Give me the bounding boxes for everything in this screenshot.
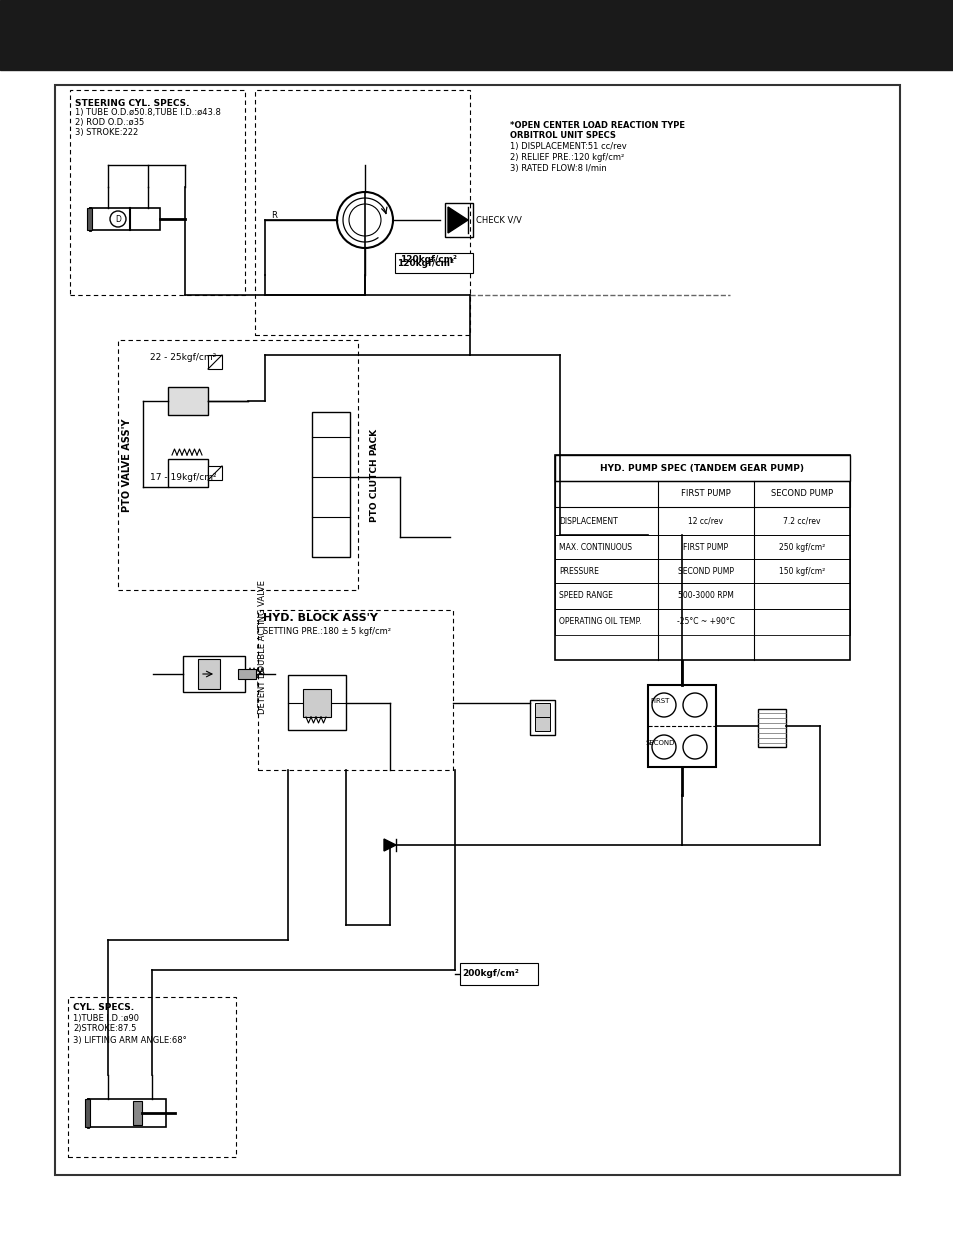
Text: R: R bbox=[271, 211, 276, 221]
Text: -25°C ~ +90°C: -25°C ~ +90°C bbox=[677, 618, 734, 626]
Text: SPEED RANGE: SPEED RANGE bbox=[558, 592, 612, 600]
Text: 120kgf/cm²: 120kgf/cm² bbox=[399, 256, 456, 264]
Bar bbox=[85, 1099, 90, 1128]
Text: OPERATING OIL TEMP.: OPERATING OIL TEMP. bbox=[558, 618, 640, 626]
Text: STEERING CYL. SPECS.: STEERING CYL. SPECS. bbox=[75, 99, 190, 107]
Text: 500-3000 RPM: 500-3000 RPM bbox=[678, 592, 733, 600]
Text: *OPEN CENTER LOAD REACTION TYPE: *OPEN CENTER LOAD REACTION TYPE bbox=[510, 121, 684, 130]
Text: 12 cc/rev: 12 cc/rev bbox=[688, 516, 722, 526]
Text: HYD. BLOCK ASS'Y: HYD. BLOCK ASS'Y bbox=[263, 613, 377, 622]
Bar bbox=[555, 535, 849, 559]
Bar bbox=[257, 610, 453, 769]
Bar bbox=[168, 459, 208, 487]
Text: 17 - 19kgf/cm²: 17 - 19kgf/cm² bbox=[150, 473, 216, 482]
Text: FIRST PUMP: FIRST PUMP bbox=[682, 542, 728, 552]
Bar bbox=[444, 203, 473, 237]
Text: 120kgf/cm²: 120kgf/cm² bbox=[396, 258, 454, 268]
Text: DETENT DOUBLE ACTING VALVE: DETENT DOUBLE ACTING VALVE bbox=[257, 580, 267, 714]
Text: 2)STROKE:87.5: 2)STROKE:87.5 bbox=[73, 1025, 136, 1034]
Text: PTO CLUTCH PACK: PTO CLUTCH PACK bbox=[370, 429, 378, 521]
Bar bbox=[254, 90, 470, 335]
Polygon shape bbox=[448, 207, 468, 233]
Text: SECOND PUMP: SECOND PUMP bbox=[770, 489, 832, 499]
Bar bbox=[459, 963, 537, 986]
Bar bbox=[555, 508, 849, 535]
Bar bbox=[208, 354, 222, 369]
Text: PTO VALVE ASS'Y: PTO VALVE ASS'Y bbox=[122, 419, 132, 511]
Bar bbox=[68, 997, 235, 1157]
Text: 7.2 cc/rev: 7.2 cc/rev bbox=[782, 516, 820, 526]
Polygon shape bbox=[384, 839, 395, 851]
Bar bbox=[70, 90, 245, 295]
Bar bbox=[555, 583, 849, 609]
Bar bbox=[288, 676, 346, 730]
Text: 2) RELIEF PRE.:120 kgf/cm²: 2) RELIEF PRE.:120 kgf/cm² bbox=[510, 153, 623, 163]
Bar bbox=[395, 253, 473, 273]
Bar bbox=[88, 1099, 166, 1128]
Bar bbox=[555, 480, 849, 508]
Text: HYD. PUMP SPEC (TANDEM GEAR PUMP): HYD. PUMP SPEC (TANDEM GEAR PUMP) bbox=[599, 463, 803, 473]
Bar bbox=[303, 689, 331, 718]
Text: 250 kgf/cm²: 250 kgf/cm² bbox=[778, 542, 824, 552]
Bar bbox=[555, 609, 849, 635]
Bar bbox=[0, 0, 953, 70]
Text: 3) LIFTING ARM ANGLE:68°: 3) LIFTING ARM ANGLE:68° bbox=[73, 1035, 187, 1045]
Bar bbox=[555, 454, 849, 480]
Bar bbox=[647, 685, 716, 767]
Bar bbox=[118, 340, 357, 590]
Text: 1)TUBE I.D.:ø90: 1)TUBE I.D.:ø90 bbox=[73, 1014, 139, 1023]
Bar bbox=[535, 703, 550, 718]
Bar bbox=[237, 669, 255, 679]
Bar bbox=[535, 718, 550, 731]
Bar bbox=[555, 454, 849, 659]
Text: CHECK V/V: CHECK V/V bbox=[476, 215, 521, 225]
Text: PRESSURE: PRESSURE bbox=[558, 567, 598, 576]
Text: SECOND PUMP: SECOND PUMP bbox=[678, 567, 733, 576]
Text: ORBITROL UNIT SPECS: ORBITROL UNIT SPECS bbox=[510, 131, 616, 141]
Bar bbox=[312, 412, 350, 557]
Text: SETTING PRE.:180 ± 5 kgf/cm²: SETTING PRE.:180 ± 5 kgf/cm² bbox=[263, 626, 391, 636]
Text: CYL. SPECS.: CYL. SPECS. bbox=[73, 1003, 134, 1011]
Bar bbox=[555, 559, 849, 583]
Text: 1) TUBE O.D.ø50.8,TUBE I.D.:ø43.8: 1) TUBE O.D.ø50.8,TUBE I.D.:ø43.8 bbox=[75, 109, 221, 117]
Bar bbox=[183, 656, 245, 692]
Text: 2) ROD O.D.:ø35: 2) ROD O.D.:ø35 bbox=[75, 119, 144, 127]
Text: 3) RATED FLOW:8 l/min: 3) RATED FLOW:8 l/min bbox=[510, 164, 606, 173]
Text: 3) STROKE:222: 3) STROKE:222 bbox=[75, 128, 138, 137]
Bar bbox=[132, 1100, 142, 1125]
Circle shape bbox=[110, 211, 126, 227]
Bar bbox=[198, 659, 220, 689]
Text: 22 - 25kgf/cm²: 22 - 25kgf/cm² bbox=[150, 352, 216, 362]
Text: DISPLACEMENT: DISPLACEMENT bbox=[558, 516, 618, 526]
Circle shape bbox=[336, 191, 393, 248]
Bar bbox=[530, 700, 555, 735]
Text: 200kgf/cm²: 200kgf/cm² bbox=[461, 969, 518, 978]
Text: SECOND: SECOND bbox=[645, 740, 675, 746]
Text: 1) DISPLACEMENT:51 cc/rev: 1) DISPLACEMENT:51 cc/rev bbox=[510, 142, 626, 152]
Bar bbox=[168, 387, 208, 415]
Bar bbox=[758, 709, 785, 747]
Text: 150 kgf/cm²: 150 kgf/cm² bbox=[778, 567, 824, 576]
Bar bbox=[208, 466, 222, 480]
Text: FIRST PUMP: FIRST PUMP bbox=[680, 489, 730, 499]
Text: FIRST: FIRST bbox=[649, 698, 669, 704]
Bar bbox=[55, 85, 899, 1174]
Text: MAX. CONTINUOUS: MAX. CONTINUOUS bbox=[558, 542, 631, 552]
Bar bbox=[90, 207, 160, 230]
Bar bbox=[87, 207, 91, 230]
Text: D: D bbox=[115, 215, 121, 224]
